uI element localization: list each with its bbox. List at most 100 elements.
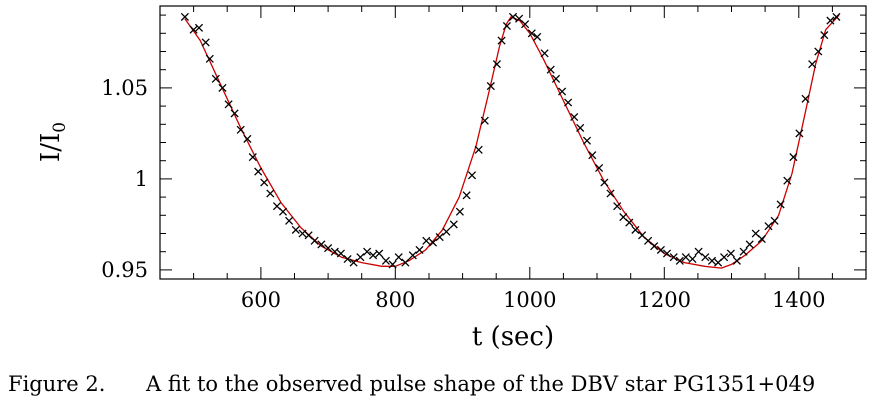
data-point-marker	[278, 207, 288, 216]
y-axis-title-main: I/I	[36, 133, 66, 162]
data-point-marker	[356, 253, 365, 262]
data-point-marker	[588, 151, 597, 160]
data-point-marker	[363, 247, 372, 256]
data-point-marker	[375, 249, 384, 258]
data-point-marker	[462, 191, 471, 200]
data-point-marker	[527, 29, 536, 38]
data-point-marker	[408, 251, 417, 260]
x-tick-label: 600	[241, 288, 281, 312]
data-point-marker	[317, 240, 326, 249]
data-point-marker	[595, 163, 604, 173]
y-tick-label: 1.05	[101, 76, 148, 100]
data-point-marker	[808, 60, 817, 69]
data-point-marker	[310, 236, 319, 245]
data-point-marker	[662, 249, 672, 258]
data-point-marker	[814, 47, 823, 56]
data-point-marker	[330, 247, 339, 256]
data-point-marker	[720, 253, 729, 262]
data-point-marker	[243, 134, 252, 143]
data-point-marker	[558, 87, 567, 96]
data-point-marker	[254, 167, 263, 176]
data-point-marker	[707, 256, 717, 265]
data-point-marker	[422, 236, 431, 245]
data-point-marker	[230, 109, 239, 118]
x-tick-label: 1400	[772, 288, 825, 312]
data-point-marker	[449, 220, 458, 229]
data-point-marker	[832, 12, 841, 21]
data-point-marker	[474, 145, 483, 154]
figure-caption-text: A fit to the observed pulse shape of the…	[146, 372, 816, 396]
data-point-marker	[260, 178, 269, 187]
data-point-marker	[180, 12, 189, 21]
data-point-marker	[576, 123, 585, 132]
data-point-marker	[789, 153, 798, 162]
data-point-marker	[349, 258, 358, 267]
data-point-marker	[336, 249, 345, 258]
data-point-marker	[533, 32, 542, 41]
x-axis-title: t (sec)	[472, 322, 554, 352]
y-tick-label: 0.95	[101, 258, 148, 282]
data-point-marker	[551, 74, 561, 83]
data-point-marker	[291, 225, 300, 234]
data-point-marker	[701, 253, 710, 262]
data-point-marker	[497, 36, 506, 45]
data-point-marker	[467, 171, 477, 180]
data-point-marker	[298, 229, 307, 238]
data-point-marker	[631, 225, 640, 234]
y-axis-title-sub: 0	[50, 122, 70, 133]
x-tick-label: 1000	[503, 288, 556, 312]
data-point-marker	[564, 98, 573, 107]
data-point-marker	[201, 38, 210, 47]
data-point-marker	[211, 74, 220, 83]
data-point-marker	[343, 254, 352, 264]
fit-curve	[184, 14, 840, 269]
data-point-marker	[783, 176, 792, 185]
y-axis-title: I/I0	[36, 122, 70, 162]
data-point-marker	[194, 23, 204, 32]
x-tick-label: 800	[375, 288, 415, 312]
data-point-marker	[613, 202, 622, 211]
data-point-marker	[266, 189, 275, 198]
data-point-marker	[669, 253, 678, 262]
data-point-marker	[770, 216, 779, 225]
data-point-marker	[218, 83, 227, 92]
data-point-marker	[776, 200, 785, 209]
data-point-marker	[606, 189, 615, 198]
fit-line	[184, 14, 840, 269]
data-point-marker	[394, 253, 403, 262]
data-point-marker	[826, 16, 835, 25]
data-point-marker	[369, 251, 378, 260]
pulse-shape-chart: 0.95 1 1.05 600 800 1000 1200 1400 t (sec) I/I…	[36, 5, 867, 352]
data-point-marker	[435, 233, 444, 242]
data-point-marker	[820, 31, 829, 40]
data-point-marker	[401, 258, 410, 267]
data-point-marker	[681, 253, 690, 262]
data-point-marker	[757, 234, 766, 244]
y-tick-label: 1	[135, 167, 148, 191]
data-point-marker	[442, 227, 451, 236]
data-point-marker	[656, 245, 665, 254]
data-point-marker	[540, 49, 549, 58]
data-point-marker	[625, 218, 634, 227]
data-point-marker	[801, 94, 810, 103]
data-point-marker	[415, 245, 424, 254]
data-point-marker	[745, 240, 754, 249]
data-point-marker	[521, 20, 530, 29]
data-point-marker	[285, 216, 294, 225]
data-point-marker	[795, 129, 804, 138]
data-point-marker	[486, 82, 495, 91]
data-point-marker	[205, 54, 214, 63]
data-point-marker	[248, 153, 257, 162]
figure-number: Figure 2.	[8, 372, 106, 396]
data-point-marker	[675, 256, 684, 265]
data-point-marker	[570, 112, 579, 122]
data-point-marker	[508, 12, 518, 21]
x-axis-ticks: 600 800 1000 1200 1400	[193, 6, 833, 312]
data-point-marker	[224, 100, 233, 109]
data-point-marker	[492, 60, 501, 69]
data-point-marker	[236, 125, 245, 134]
figure-caption: Figure 2. A fit to the observed pulse sha…	[8, 372, 815, 396]
data-point-marker	[324, 244, 333, 253]
observed-points	[180, 12, 841, 269]
data-point-marker	[600, 178, 609, 187]
